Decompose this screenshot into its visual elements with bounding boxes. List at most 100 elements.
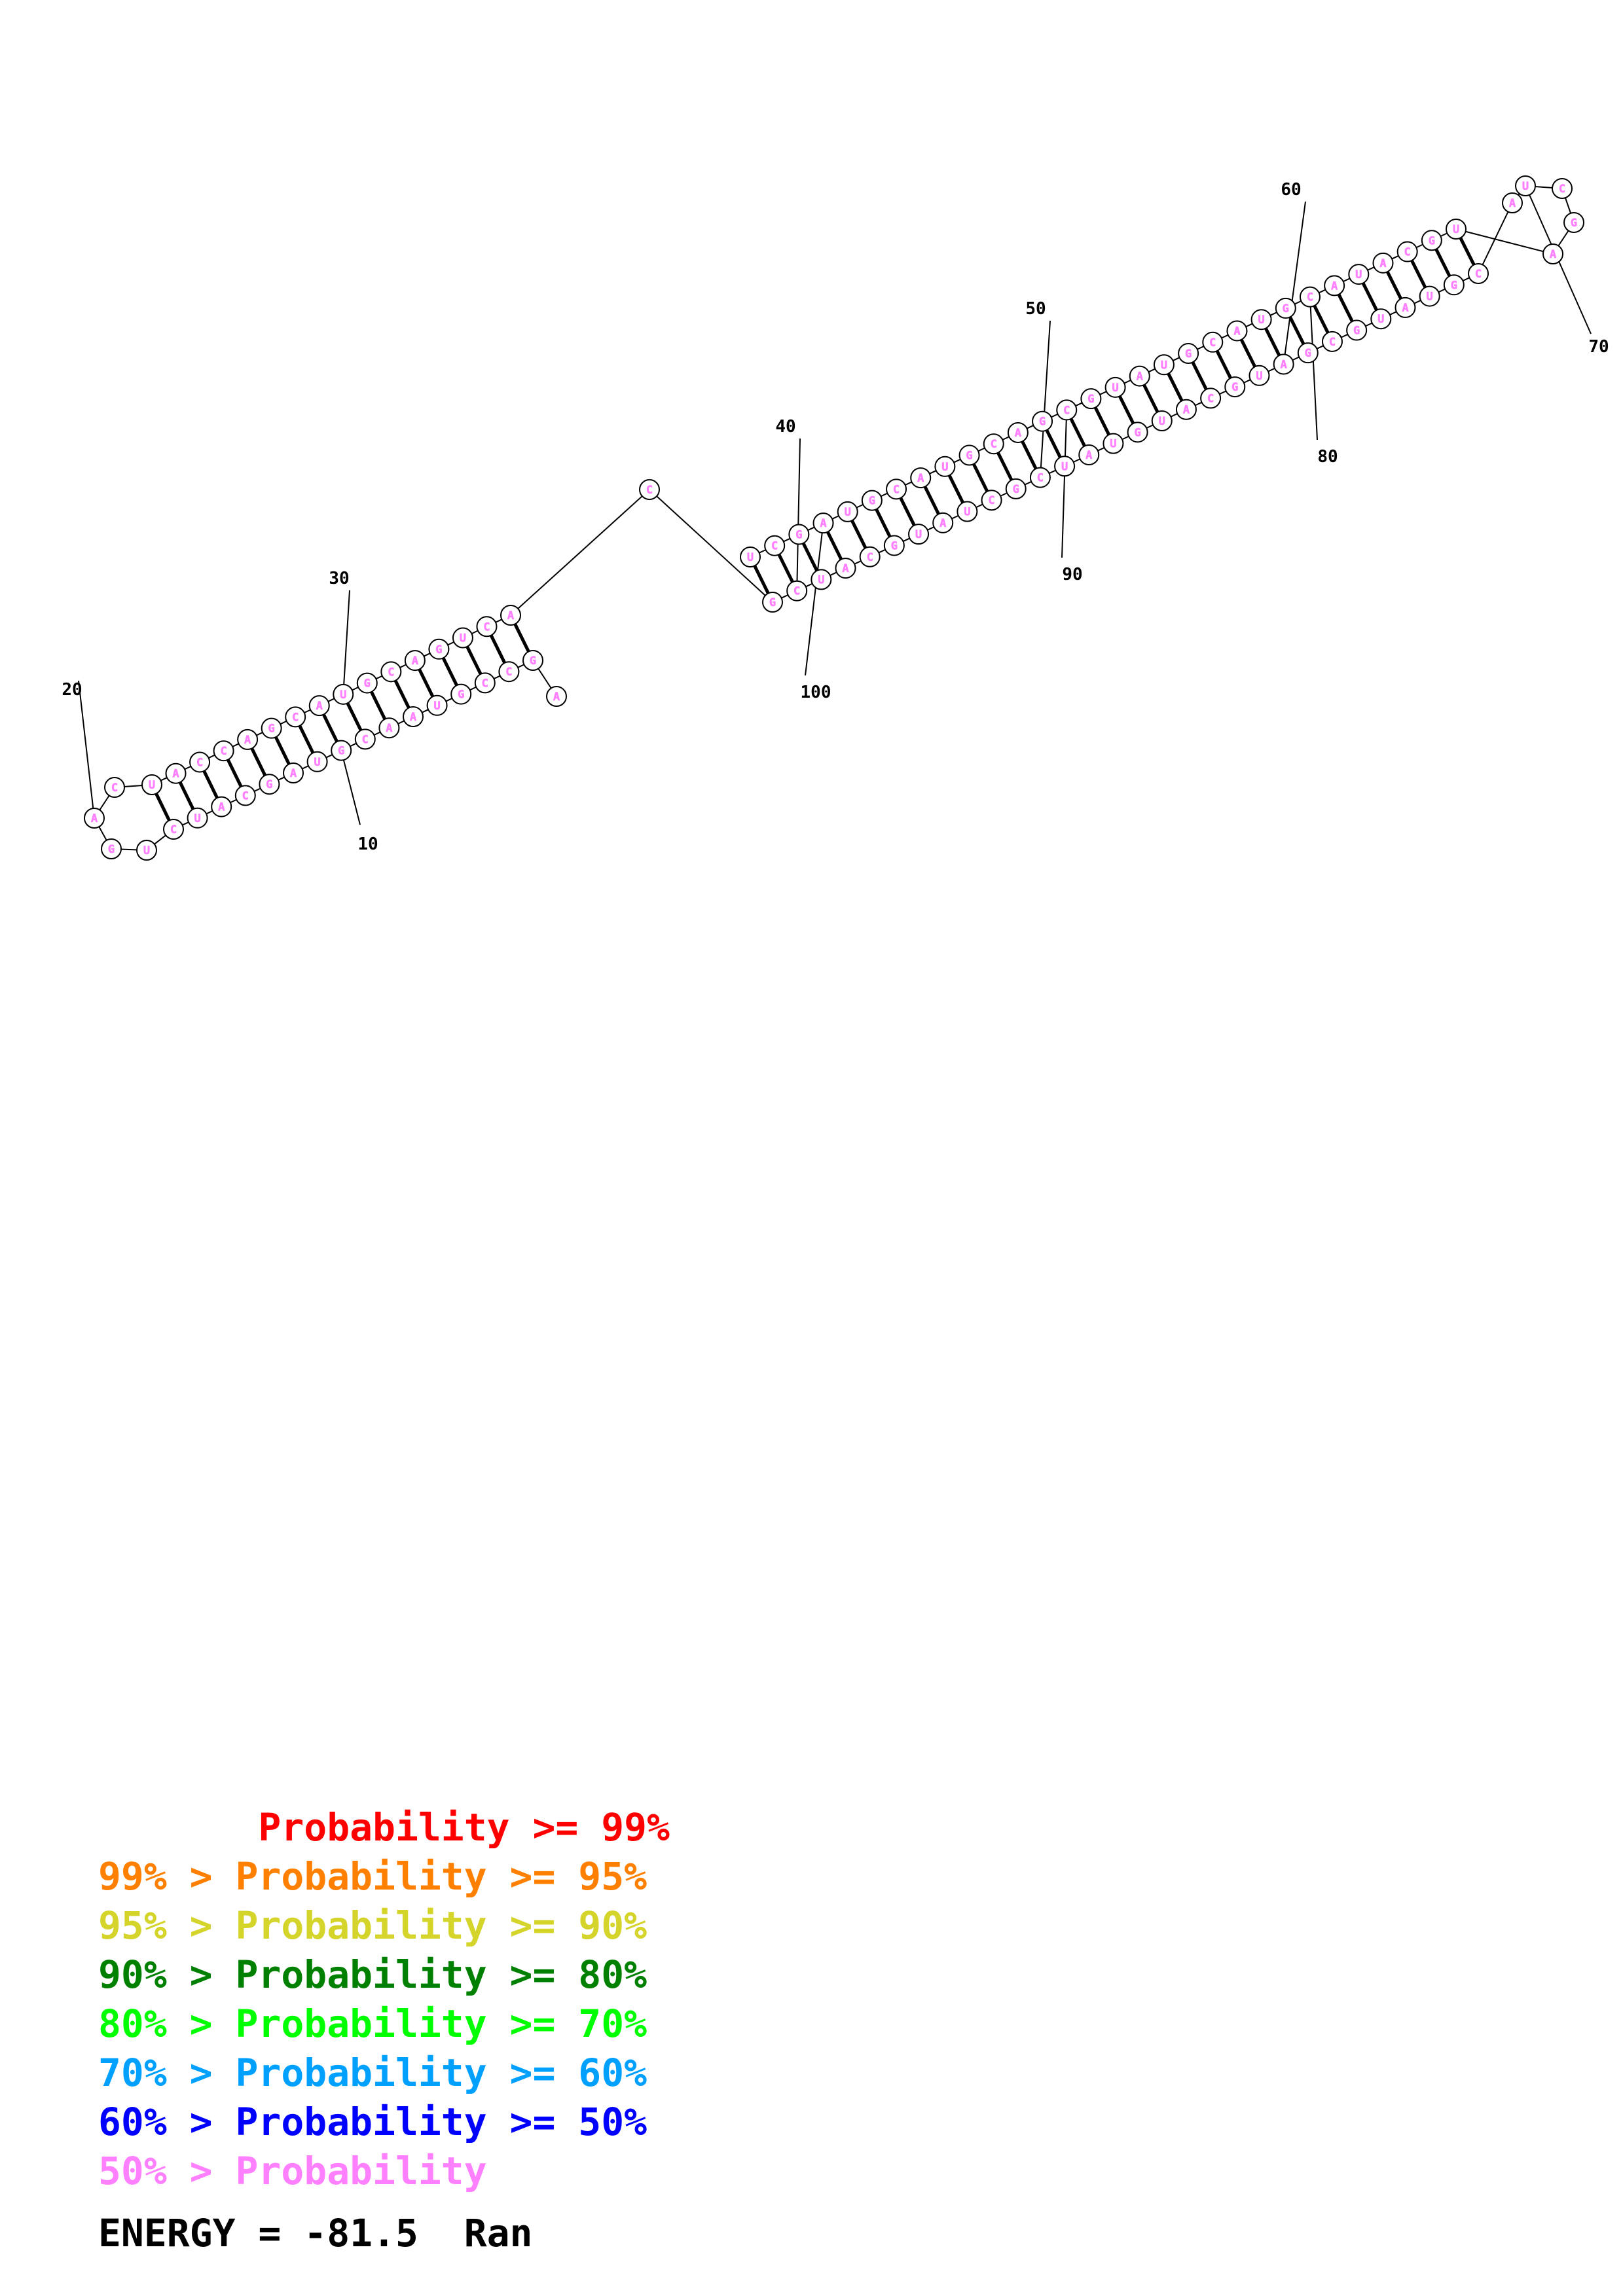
nucleotide-24: C [189,751,211,773]
svg-text:G: G [1283,302,1289,315]
backbone-link [510,489,650,616]
svg-text:U: U [1377,313,1384,326]
legend-entry-7: 60% > Probability >= 50% [98,2100,647,2144]
index-tick-100 [805,523,824,676]
svg-text:A: A [1280,358,1286,371]
nucleotide-76: C [1396,241,1418,262]
nucleotide-77: A [1372,252,1394,274]
nucleotide-50: C [1029,467,1051,488]
svg-text:C: C [991,438,997,451]
svg-text:U: U [460,632,466,645]
nucleotide-51: U [1054,456,1076,477]
svg-text:U: U [1159,415,1165,428]
svg-text:C: C [292,711,299,724]
svg-text:A: A [172,768,179,781]
svg-text:U: U [340,689,346,702]
svg-text:U: U [194,812,200,825]
legend-entry-4: 90% > Probability >= 80% [98,1952,647,1997]
nucleotide-38: C [639,479,660,500]
index-label-40: 40 [775,417,795,437]
svg-text:C: C [893,483,900,496]
nucleotide-10: G [331,740,352,761]
nucleotide-53: U [1103,433,1124,454]
svg-text:U: U [941,461,948,474]
nucleotide-86: U [1153,354,1175,376]
svg-text:C: C [242,789,249,802]
svg-text:A: A [917,472,924,485]
svg-text:G: G [1429,234,1435,247]
index-tick-40 [796,438,801,591]
nucleotide-31: G [356,672,378,694]
index-tick-50 [1039,320,1051,478]
svg-text:G: G [1305,347,1311,360]
svg-text:U: U [747,551,754,564]
svg-text:U: U [1061,460,1068,473]
svg-text:A: A [1015,427,1021,440]
legend-entry-3: 95% > Probability >= 90% [98,1903,647,1948]
svg-text:G: G [364,677,371,691]
svg-text:U: U [1256,370,1262,383]
index-label-20: 20 [62,680,82,700]
svg-text:A: A [1550,248,1556,261]
nucleotide-48: C [981,490,1002,511]
nucleotide-80: C [1299,286,1321,308]
legend-entry-5: 80% > Probability >= 70% [98,2001,647,2046]
svg-text:U: U [845,506,851,519]
index-label-100: 100 [801,683,831,702]
nucleotide-8: A [378,717,400,739]
nucleotide-35: U [452,627,473,649]
nucleotide-19: G [101,838,122,859]
svg-text:G: G [795,528,802,541]
svg-text:G: G [891,539,898,552]
svg-text:A: A [1331,279,1338,293]
svg-text:C: C [1329,336,1336,349]
svg-text:G: G [435,643,442,656]
svg-text:C: C [111,781,118,795]
index-tick-30 [342,590,350,694]
nucleotide-74: U [1446,219,1467,240]
probability-legend: Probability >= 99% 99% > Probability >= … [98,1805,670,2193]
nucleotide-92: A [1007,422,1029,443]
nucleotide-32: C [380,661,402,683]
nucleotide-43: C [859,546,881,567]
nucleotide-20: A [84,808,105,829]
svg-text:G: G [966,450,972,463]
svg-text:A: A [1085,449,1092,462]
nucleotide-15: A [211,796,232,817]
svg-text:A: A [290,767,297,780]
index-ticks: 10 20 30 40 50 60 70 80 90 100 [62,180,1609,854]
svg-text:G: G [1039,416,1046,429]
nucleotide-17: C [163,819,184,840]
svg-text:C: C [1404,246,1411,259]
svg-text:G: G [266,778,272,791]
nucleotide-60: A [1273,353,1294,375]
svg-text:C: C [1063,404,1070,417]
nucleotide-59: U [1249,365,1270,386]
nucleotide-99: U [837,501,858,522]
nucleotide-87: A [1129,365,1150,387]
index-tick-80 [1309,296,1318,440]
nucleotide-97: C [886,478,907,500]
svg-text:C: C [505,666,512,679]
svg-text:A: A [820,517,826,530]
svg-text:U: U [1161,359,1167,372]
index-tick-20 [78,680,95,819]
nucleotide-71: C [1552,178,1573,199]
nucleotide-18: U [136,840,157,861]
nucleotide-73: A [1542,243,1563,264]
nucleotide-101: G [788,524,810,545]
svg-text:C: C [483,620,490,634]
backbone-link [649,489,773,603]
svg-text:C: C [170,823,177,836]
nucleotide-44: G [883,535,905,556]
svg-text:A: A [1509,197,1516,210]
svg-text:U: U [433,700,440,713]
nucleotide-27: G [261,717,282,739]
nucleotide-94: G [958,444,980,466]
nucleotide-34: G [428,638,450,660]
nucleotide-13: G [259,774,280,795]
nucleotide-62: C [1321,331,1343,352]
svg-text:U: U [1112,382,1118,395]
nucleotide-37: A [500,605,521,626]
index-label-10: 10 [357,834,378,854]
